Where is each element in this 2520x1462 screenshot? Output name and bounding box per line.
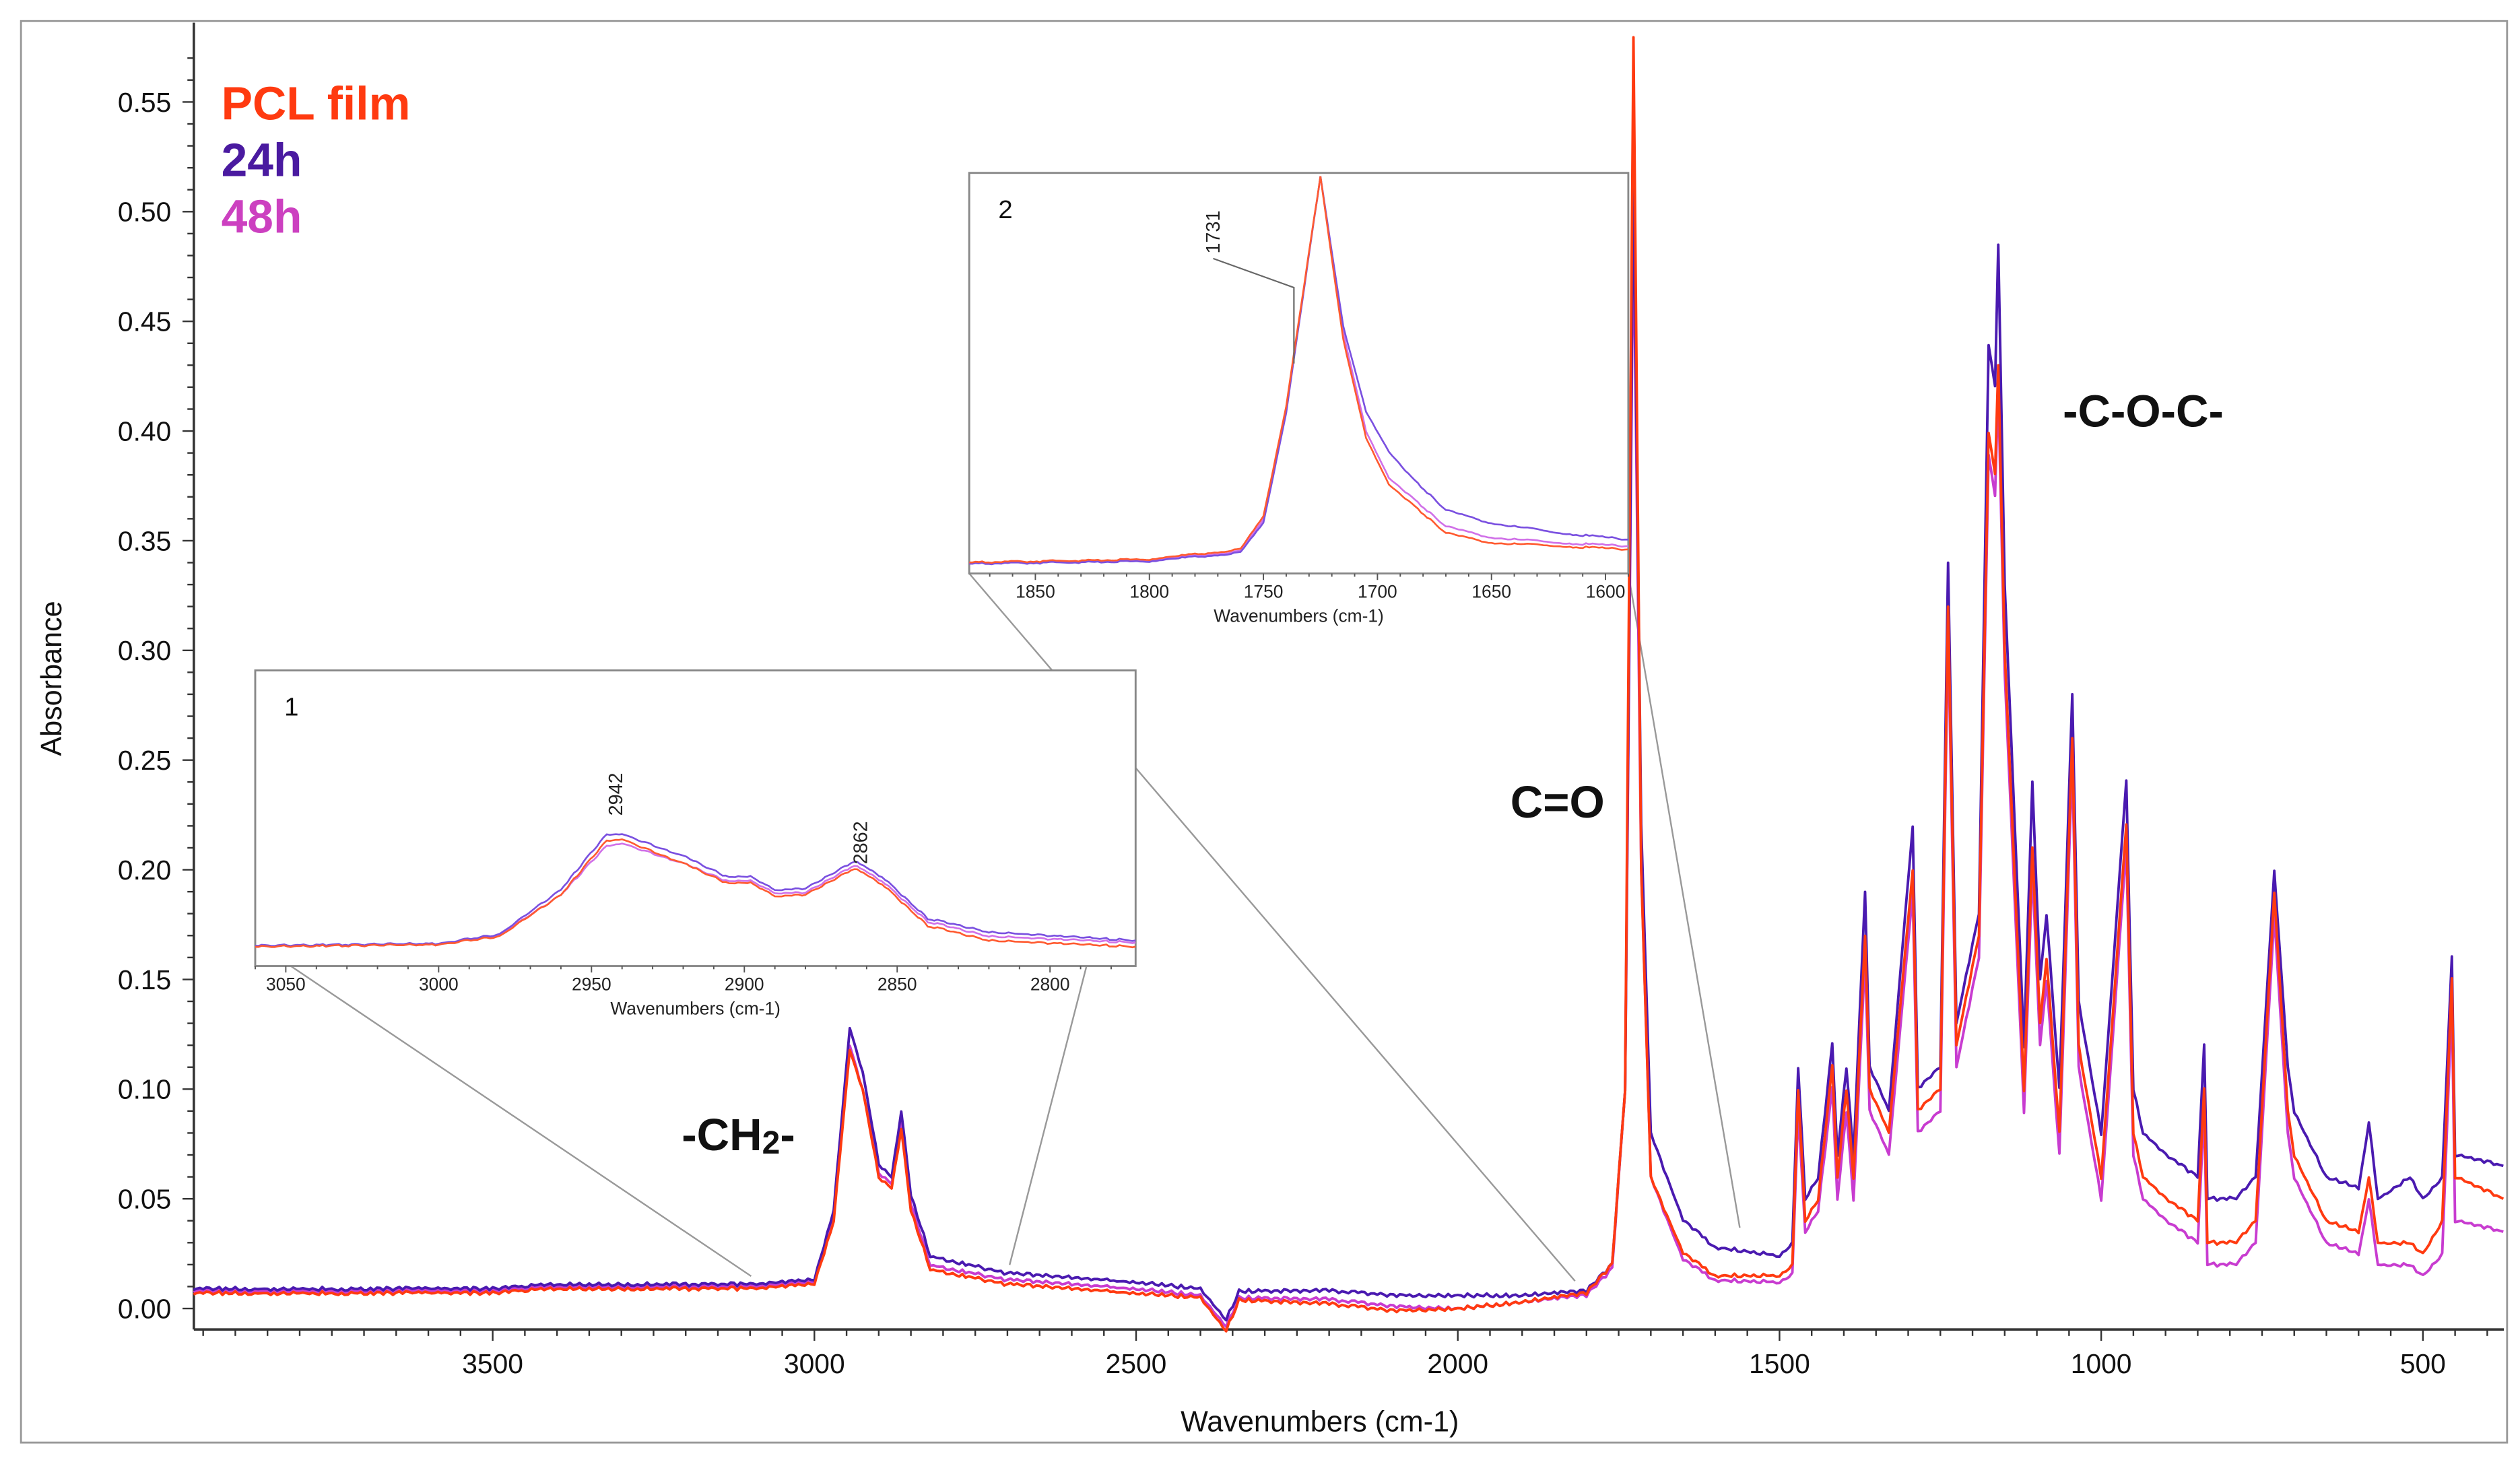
inset-x-tick-label: 2850: [877, 974, 917, 994]
x-tick-label: 3500: [462, 1348, 523, 1379]
inset-x-tick-label: 2900: [725, 974, 764, 994]
legend-item-pcl-film: PCL film: [222, 77, 411, 130]
inset-x-tick-label: 3000: [419, 974, 459, 994]
connector-line: [1627, 573, 1741, 1228]
inset-x-tick-label: 1600: [1586, 582, 1626, 602]
x-tick-label: 2500: [1106, 1348, 1167, 1379]
inset-peak-label: 2942: [605, 772, 627, 816]
y-tick-label: 0.20: [118, 855, 171, 886]
insets: 1 3050 3000 2950 2900 2850 2800 Wavenumbers (cm…: [254, 172, 1630, 1018]
legend-item-24h: 24h: [222, 134, 302, 187]
y-tick-label: 0.30: [118, 635, 171, 666]
inset-peak-label: 2862: [850, 821, 871, 864]
inset-x-tick-label: 3050: [266, 974, 306, 994]
y-tick-label: 0.55: [118, 87, 171, 118]
inset-peak-label: 1731: [1203, 211, 1224, 254]
main-series: [193, 36, 2505, 1333]
connector-line: [290, 965, 752, 1277]
y-tick-label: 0.00: [118, 1293, 171, 1324]
inset-1: 1 3050 3000 2950 2900 2850 2800 Wavenumbers (cm…: [254, 669, 1137, 1018]
inset-series-line-pcl-film: [255, 838, 1136, 949]
inset-x-tick-label: 1700: [1358, 582, 1397, 602]
inset-number: 1: [284, 693, 298, 722]
x-tick-label: 2000: [1427, 1348, 1488, 1379]
inset-x-tick-label: 2800: [1030, 974, 1070, 994]
y-tick-label: 0.05: [118, 1184, 171, 1215]
y-tick-label: 0.10: [118, 1074, 171, 1105]
series-line-pcl-film: [193, 36, 2505, 1333]
x-tick-label: 1000: [2071, 1348, 2132, 1379]
inset-number: 2: [998, 195, 1012, 224]
y-tick-label: 0.25: [118, 745, 171, 776]
x-axis-label: Wavenumbers (cm-1): [1181, 1405, 1459, 1438]
main-axes: 0.00 0.05 0.10 0.15 0.20 0.25 0.30 0.35 0.40 0.45…: [118, 22, 2505, 1379]
inset-frame: [968, 172, 1630, 575]
annotations: -CH2- C=O -C-O-C-: [682, 386, 2224, 1160]
annotation-c-o: C=O: [1511, 777, 1605, 828]
y-tick-label: 0.35: [118, 525, 171, 556]
y-tick-label: 0.45: [118, 306, 171, 337]
annotation-ch2: -CH2-: [682, 1110, 795, 1161]
y-tick-label: 0.40: [118, 416, 171, 446]
y-axis-label: Absorbance: [36, 601, 68, 756]
inset-x-axis-label: Wavenumbers (cm-1): [1214, 606, 1384, 626]
series-line-24h: [193, 167, 2504, 1322]
y-tick-label: 0.50: [118, 197, 171, 228]
inset-series-line-24h: [255, 833, 1136, 948]
series-line-48h: [193, 211, 2504, 1329]
inset-frame: [254, 669, 1137, 967]
inset-x-tick-label: 1850: [1016, 582, 1055, 602]
peak-leader-line: [1213, 257, 1295, 364]
x-tick-label: 1500: [1749, 1348, 1810, 1379]
inset-2: 2 1850 1800 1750 1700 1650 1600 Wavenumbers (cm…: [968, 172, 1630, 626]
inset-x-tick-label: 1650: [1471, 582, 1511, 602]
inset-x-tick-label: 1750: [1244, 582, 1284, 602]
inset-x-tick-label: 2950: [572, 974, 611, 994]
x-tick-label: 3000: [784, 1348, 845, 1379]
inset-x-tick-label: 1800: [1129, 582, 1169, 602]
inset-series-line-pcl-film: [969, 176, 1628, 564]
x-tick-label: 500: [2400, 1348, 2446, 1379]
legend: PCL film 24h 48h: [222, 77, 411, 243]
y-tick-label: 0.15: [118, 964, 171, 995]
inset-x-axis-label: Wavenumbers (cm-1): [610, 998, 781, 1018]
legend-item-48h: 48h: [222, 190, 302, 242]
annotation-c-o-c: -C-O-C-: [2063, 386, 2224, 436]
